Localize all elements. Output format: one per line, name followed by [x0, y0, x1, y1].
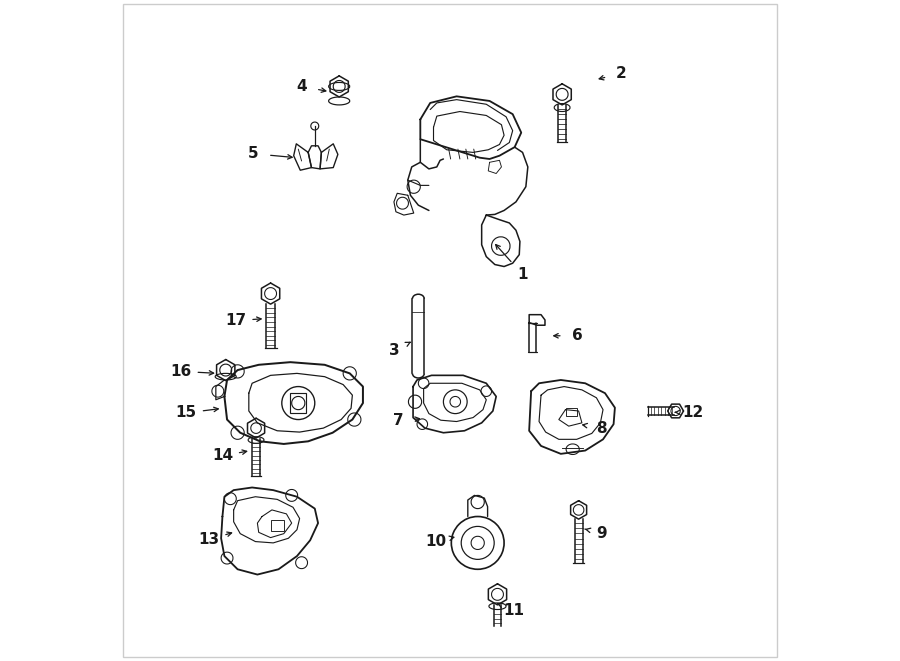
Text: 1: 1: [518, 267, 527, 282]
Text: 9: 9: [597, 525, 607, 541]
Text: 4: 4: [296, 79, 307, 94]
Text: 11: 11: [503, 603, 525, 617]
Bar: [271, 520, 284, 531]
Text: 10: 10: [425, 534, 446, 549]
Text: 14: 14: [212, 448, 233, 463]
Text: 15: 15: [176, 405, 197, 420]
Text: 16: 16: [170, 364, 192, 379]
Text: 5: 5: [248, 146, 258, 161]
Text: 3: 3: [390, 343, 400, 358]
Text: 17: 17: [225, 313, 247, 328]
Text: 8: 8: [597, 420, 607, 436]
Text: 2: 2: [616, 65, 627, 81]
Text: 13: 13: [199, 532, 220, 547]
Text: 7: 7: [393, 413, 404, 428]
Text: 12: 12: [682, 405, 704, 420]
Bar: [291, 393, 306, 413]
Text: 6: 6: [572, 329, 582, 343]
Bar: [566, 408, 577, 416]
